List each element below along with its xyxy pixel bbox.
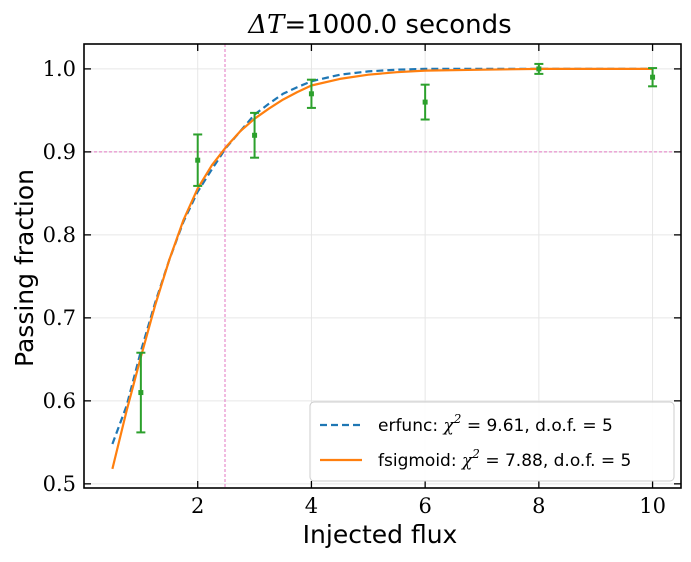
series-layer bbox=[111, 67, 653, 470]
legend-entry-erfunc: erfunc: χ2 = 9.61, d.o.f. = 5 bbox=[378, 412, 613, 436]
title-text: =1000.0 seconds bbox=[284, 10, 511, 40]
x-tick-label: 2 bbox=[191, 494, 204, 518]
legend: erfunc: χ2 = 9.61, d.o.f. = 5 fsigmoid: … bbox=[309, 401, 675, 482]
data-point bbox=[136, 351, 146, 434]
data-marker bbox=[252, 132, 258, 138]
x-tick-label: 4 bbox=[305, 494, 318, 518]
y-tick-label: 0.8 bbox=[43, 223, 76, 247]
legend-erfunc-chi: χ bbox=[442, 416, 455, 436]
y-tick-label: 0.9 bbox=[43, 140, 76, 164]
data-point bbox=[420, 83, 430, 121]
data-point bbox=[193, 133, 203, 187]
reference-lines bbox=[84, 44, 681, 488]
x-axis-label: Injected flux bbox=[303, 520, 458, 549]
plot-frame bbox=[83, 43, 682, 489]
data-point bbox=[306, 78, 316, 109]
data-point bbox=[534, 62, 544, 75]
y-axis-label: Passing fraction bbox=[10, 169, 39, 367]
y-tick-label: 0.5 bbox=[43, 472, 76, 496]
x-tick-label: 6 bbox=[418, 494, 431, 518]
legend-erfunc-stats: = 9.61, d.o.f. = 5 bbox=[461, 416, 612, 436]
data-marker bbox=[650, 74, 656, 80]
data-points bbox=[136, 62, 658, 434]
chart-title: ΔT=1000.0 seconds bbox=[247, 10, 511, 40]
y-tick-label: 0.7 bbox=[43, 306, 76, 330]
series-line-fsigmoid bbox=[111, 67, 653, 470]
ticks: 2 4 6 8 10 0.5 0.6 0.7 0.8 0.9 1.0 bbox=[43, 44, 681, 518]
x-tick-label: 8 bbox=[532, 494, 545, 518]
data-point bbox=[250, 111, 260, 159]
data-marker bbox=[308, 91, 314, 97]
legend-entry-fsigmoid: fsigmoid: χ2 = 7.88, d.o.f. = 5 bbox=[378, 447, 631, 471]
legend-fsigmoid-chi: χ bbox=[461, 451, 474, 471]
legend-erfunc-sup: 2 bbox=[453, 412, 462, 426]
data-point bbox=[648, 67, 658, 88]
legend-fsigmoid-stats: = 7.88, d.o.f. = 5 bbox=[480, 451, 631, 471]
legend-fsigmoid-prefix: fsigmoid: bbox=[378, 451, 462, 471]
data-marker bbox=[138, 390, 144, 396]
title-math: ΔT bbox=[247, 10, 286, 40]
legend-box bbox=[309, 401, 675, 482]
legend-erfunc-prefix: erfunc: bbox=[378, 416, 443, 436]
x-tick-label: 10 bbox=[639, 494, 666, 518]
legend-fsigmoid-sup: 2 bbox=[471, 447, 480, 461]
y-tick-label: 1.0 bbox=[43, 57, 76, 81]
data-marker bbox=[422, 99, 428, 105]
data-marker bbox=[195, 157, 201, 163]
y-tick-label: 0.6 bbox=[43, 389, 76, 413]
data-marker bbox=[536, 66, 542, 72]
